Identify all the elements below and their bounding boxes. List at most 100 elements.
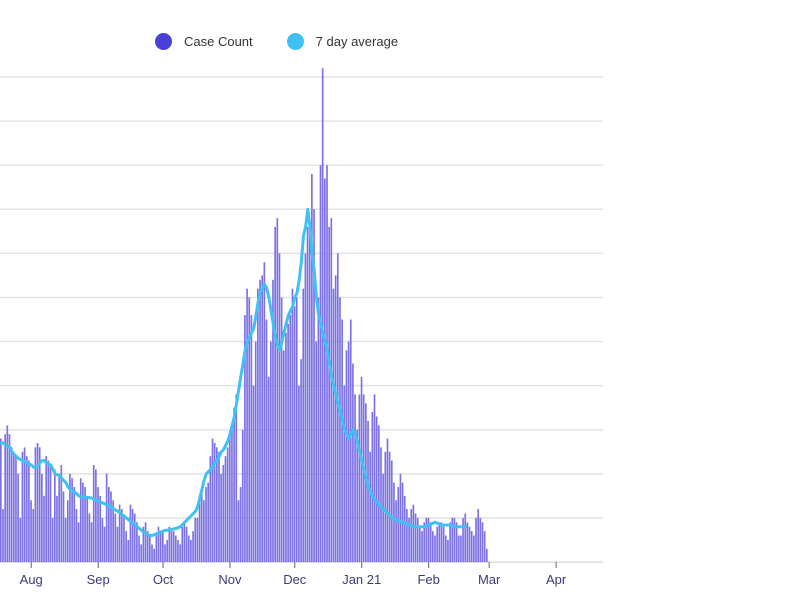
case-count-bar — [25, 456, 28, 562]
case-count-bar — [64, 517, 67, 562]
case-count-bar — [213, 442, 216, 562]
case-count-bar — [127, 539, 130, 562]
case-count-bar — [110, 491, 112, 562]
case-count-bar — [153, 548, 156, 562]
case-count-bar — [84, 487, 86, 562]
case-count-bar — [326, 165, 328, 562]
case-count-bar — [421, 531, 423, 562]
case-count-bar — [468, 526, 471, 562]
x-tick-label: Mar — [478, 572, 501, 587]
case-count-bar — [369, 451, 372, 562]
case-count-bar — [408, 517, 410, 562]
case-count-bar — [339, 297, 341, 562]
x-tick-label: Feb — [417, 572, 439, 587]
case-count-bar — [157, 526, 160, 562]
case-count-bar — [436, 526, 438, 562]
case-count-bar — [300, 359, 302, 562]
case-count-bar — [140, 544, 143, 562]
case-count-bar — [343, 385, 346, 562]
case-count-bar — [382, 473, 384, 562]
case-count-bar — [45, 456, 48, 562]
case-count-bar — [416, 517, 419, 562]
case-count-bar — [62, 491, 65, 562]
case-count-bar — [298, 385, 300, 562]
case-count-swatch-icon — [155, 33, 172, 50]
case-count-bar — [86, 495, 89, 562]
case-count-bar — [481, 522, 484, 562]
case-count-bar — [151, 544, 153, 562]
case-count-bar — [120, 509, 123, 562]
case-count-bar — [228, 434, 231, 562]
case-count-bar — [237, 500, 240, 562]
case-count-bar — [293, 306, 296, 562]
case-count-bar — [388, 451, 391, 562]
case-count-bar — [317, 297, 320, 562]
case-count-bar — [149, 535, 151, 562]
case-count-bar — [56, 495, 58, 562]
case-count-bar — [75, 509, 78, 562]
case-count-bar — [166, 539, 168, 562]
x-tick-label: Aug — [20, 572, 43, 587]
case-count-bar — [259, 279, 261, 562]
case-count-bar — [460, 535, 462, 562]
legend-item-seven-day-average[interactable]: 7 day average — [286, 33, 398, 50]
case-count-bar — [321, 68, 324, 562]
case-count-bar — [378, 425, 380, 562]
x-tick-label: Nov — [218, 572, 242, 587]
case-count-bar — [470, 531, 473, 562]
case-count-bar — [60, 465, 63, 562]
case-count-bar — [330, 218, 333, 562]
case-count-bar — [371, 412, 374, 562]
case-count-bar — [116, 526, 119, 562]
legend-label-case-count: Case Count — [184, 34, 253, 49]
case-count-bar — [244, 315, 246, 562]
case-count-bar — [15, 456, 17, 562]
case-count-bar — [246, 288, 248, 562]
case-count-bar — [103, 526, 106, 562]
case-count-bar — [449, 522, 451, 562]
case-count-bar — [118, 504, 121, 562]
case-count-bar — [105, 473, 108, 562]
case-count-bar — [241, 429, 244, 562]
case-count-bar — [164, 544, 166, 562]
case-count-bar — [34, 447, 37, 562]
case-count-bar — [289, 315, 292, 562]
case-count-bar — [285, 332, 287, 562]
case-count-bar — [43, 495, 45, 562]
case-count-bar — [440, 522, 443, 562]
x-tick-label: Dec — [283, 572, 307, 587]
case-count-bar — [272, 279, 274, 562]
case-count-bar — [36, 442, 39, 562]
case-count-bar — [410, 509, 413, 562]
case-count-bar — [203, 500, 205, 562]
case-count-bar — [278, 253, 281, 562]
case-count-bar — [73, 487, 76, 562]
case-count-bar — [486, 548, 488, 562]
case-count-bar — [267, 376, 270, 562]
case-count-bar — [192, 531, 194, 562]
case-count-bar — [205, 487, 207, 562]
case-count-bar — [136, 522, 138, 562]
case-count-bar — [41, 473, 43, 562]
case-count-bar — [375, 416, 378, 562]
case-count-bar — [8, 434, 11, 562]
case-count-bar — [218, 451, 220, 562]
case-count-bar — [129, 504, 132, 562]
case-count-bar — [198, 495, 201, 562]
case-count-bar — [123, 517, 125, 562]
legend-item-case-count[interactable]: Case Count — [155, 33, 253, 50]
x-axis: Aug Sep Oct Nov Dec Jan 21 Feb Mar Apr — [0, 562, 603, 587]
case-count-bar — [51, 517, 54, 562]
case-count-bar — [362, 394, 365, 562]
case-count-bar — [235, 394, 238, 562]
case-count-bars — [0, 68, 488, 563]
case-count-bar — [92, 465, 95, 562]
case-count-bar — [239, 487, 242, 562]
case-count-bar — [28, 460, 30, 562]
case-count-bar — [90, 522, 93, 562]
x-tick-label: Jan 21 — [342, 572, 381, 587]
case-count-bar — [397, 487, 400, 562]
case-count-bar — [108, 487, 110, 562]
case-count-bar — [319, 165, 322, 562]
